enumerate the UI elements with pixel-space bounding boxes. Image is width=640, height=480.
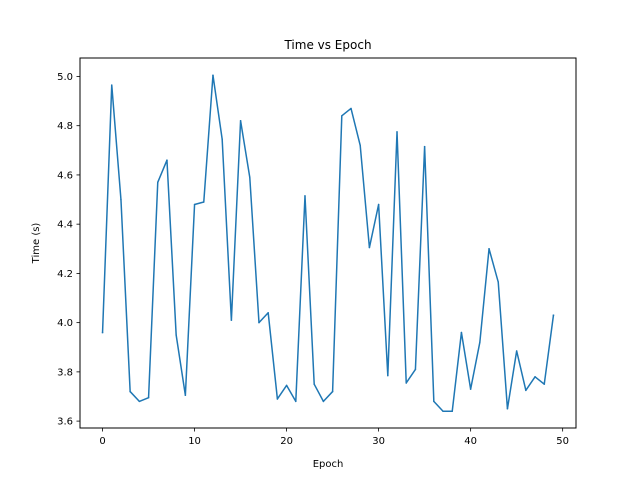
data-point (157, 181, 159, 184)
data-point (377, 203, 380, 206)
plot-area (101, 74, 555, 413)
chart-title: Time vs Epoch (283, 38, 371, 52)
data-point (405, 382, 407, 384)
data-point (313, 383, 315, 385)
data-point (129, 390, 131, 393)
data-point (258, 321, 260, 324)
data-point (359, 144, 361, 147)
data-point (249, 176, 251, 179)
x-tick-label: 20 (280, 436, 293, 447)
y-tick-label: 4.0 (57, 318, 73, 329)
data-point (543, 383, 546, 385)
data-point (515, 350, 518, 352)
data-point (387, 374, 389, 377)
x-tick-label: 40 (464, 436, 477, 447)
y-tick-label: 4.8 (57, 121, 73, 132)
data-point (285, 384, 288, 387)
data-point (341, 115, 343, 117)
data-point (203, 201, 205, 203)
data-point (276, 398, 279, 400)
x-tick-label: 0 (99, 436, 105, 447)
data-point (138, 400, 141, 403)
data-point (221, 138, 223, 140)
x-axis-ticks: 0 10 20 30 40 50 (99, 428, 569, 447)
y-tick-label: 4.4 (57, 220, 73, 231)
data-point (488, 248, 490, 250)
data-point (552, 314, 555, 317)
data-point (175, 334, 177, 336)
data-point (166, 159, 168, 161)
data-point (147, 396, 150, 399)
data-point (101, 331, 104, 334)
data-point (525, 389, 527, 392)
y-axis-ticks: 3.6 3.8 4.0 4.2 4.4 4.6 4.8 5.0 (57, 72, 80, 428)
y-axis-label: Time (s) (31, 223, 42, 265)
data-point (322, 400, 325, 403)
data-point (423, 145, 426, 148)
x-axis-label: Epoch (313, 459, 344, 470)
data-point (497, 281, 499, 283)
data-point (304, 195, 306, 197)
data-point (460, 331, 463, 334)
data-point (396, 131, 398, 133)
series-line (101, 74, 555, 413)
axes-frame (79, 57, 577, 429)
data-point (295, 400, 297, 403)
y-tick-label: 3.6 (57, 417, 73, 428)
data-point (433, 400, 435, 403)
data-point (230, 319, 233, 321)
data-point (479, 341, 481, 344)
data-point (212, 74, 214, 76)
x-tick-label: 50 (556, 436, 569, 447)
x-tick-label: 30 (372, 436, 385, 447)
y-tick-label: 4.2 (57, 269, 73, 280)
data-point (193, 203, 196, 206)
x-tick-label: 10 (188, 436, 201, 447)
data-point (506, 408, 509, 410)
data-point (350, 107, 352, 110)
data-point (331, 390, 334, 393)
data-point (368, 246, 371, 249)
y-tick-label: 5.0 (57, 72, 73, 83)
data-point (184, 394, 187, 397)
data-point (239, 120, 242, 122)
data-point (442, 410, 444, 413)
data-point (267, 312, 269, 314)
y-tick-label: 3.8 (57, 367, 73, 378)
data-point (451, 410, 453, 413)
data-point (120, 198, 122, 201)
y-tick-label: 4.6 (57, 170, 73, 181)
data-point (469, 388, 472, 390)
data-point (110, 84, 113, 86)
data-point (534, 376, 536, 378)
data-point (414, 368, 417, 371)
